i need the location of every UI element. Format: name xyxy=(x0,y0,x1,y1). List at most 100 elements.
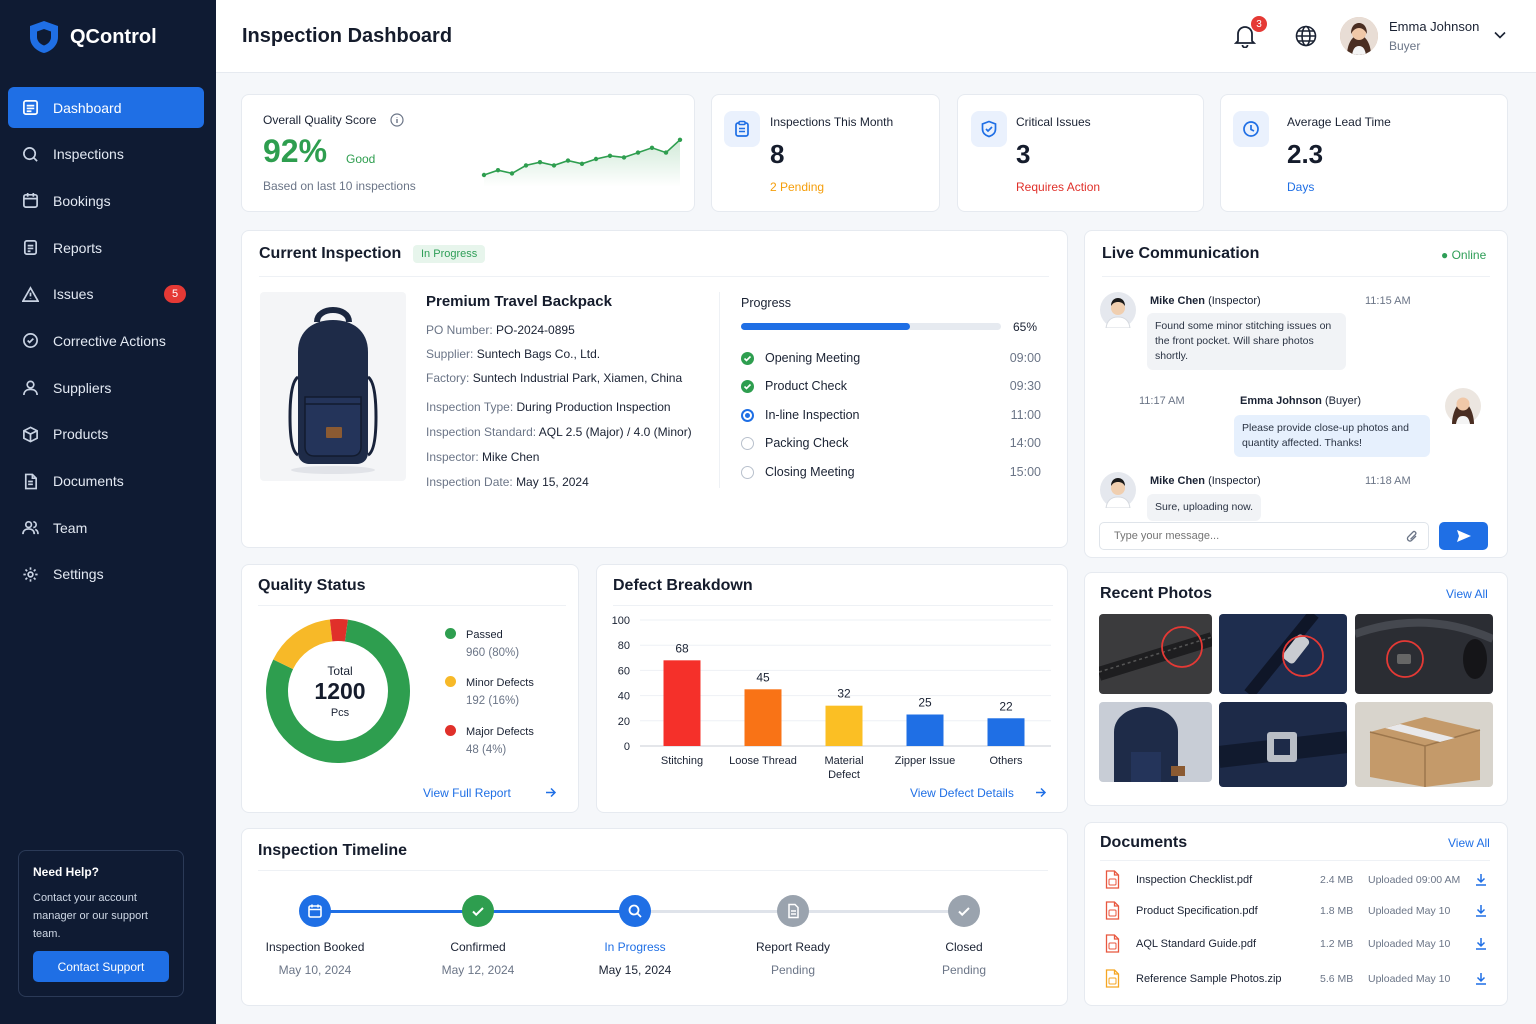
photo-zipper[interactable] xyxy=(1219,614,1347,694)
product-image xyxy=(260,292,406,481)
sparkline-point xyxy=(593,156,599,162)
document-name[interactable]: AQL Standard Guide.pdf xyxy=(1136,938,1257,950)
sidebar-item-reports[interactable]: Reports xyxy=(8,227,204,268)
detail-value: Mike Chen xyxy=(482,450,540,464)
sidebar-item-suppliers[interactable]: Suppliers xyxy=(8,367,204,408)
photo-backpack[interactable] xyxy=(1099,702,1212,782)
online-status: ● Online xyxy=(1441,248,1486,262)
bar-zipper-issue xyxy=(906,714,944,746)
report-icon xyxy=(23,240,38,256)
sidebar-item-label: Corrective Actions xyxy=(53,332,166,349)
donut-slice-minor-defects xyxy=(273,619,333,670)
sidebar-item-label: Reports xyxy=(53,239,103,256)
step-label: Packing Check xyxy=(765,436,849,450)
detail-value: PO-2024-0895 xyxy=(496,323,575,337)
info-icon[interactable] xyxy=(390,113,404,127)
inspection-detail-row: PO Number: PO-2024-0895 xyxy=(426,323,575,337)
inspector-avatar xyxy=(1100,292,1136,328)
lead-time-unit: Days xyxy=(1287,180,1315,194)
sidebar-item-inspections[interactable]: Inspections xyxy=(8,134,204,175)
document-name[interactable]: Inspection Checklist.pdf xyxy=(1136,874,1253,886)
chat-input-box xyxy=(1099,522,1429,550)
pending-step-icon xyxy=(741,436,754,450)
sidebar-item-bookings[interactable]: Bookings xyxy=(8,180,204,221)
download-icon[interactable] xyxy=(1475,937,1487,953)
lead-time-value: 2.3 xyxy=(1287,139,1324,169)
sparkline-point xyxy=(565,158,571,163)
detail-key: Inspection Date: xyxy=(426,475,513,489)
bell-icon[interactable] xyxy=(1234,24,1256,48)
bar-value-label: 22 xyxy=(999,699,1013,713)
timeline-step-label: Inspection Booked xyxy=(265,940,365,954)
globe-icon[interactable] xyxy=(1295,25,1317,47)
user-icon xyxy=(23,380,38,396)
help-text: Contact your account manager or our supp… xyxy=(33,892,148,940)
contact-support-button[interactable]: Contact Support xyxy=(33,951,169,982)
document-name[interactable]: Product Specification.pdf xyxy=(1136,905,1258,917)
logo[interactable]: QControl xyxy=(28,20,157,54)
inspection-status-badge: In Progress xyxy=(413,245,486,263)
critical-issues-value: 3 xyxy=(1016,139,1031,169)
step-label: Closing Meeting xyxy=(765,465,855,479)
timeline-step-date: Pending xyxy=(770,963,816,977)
quality-trend-sparkline xyxy=(481,137,683,187)
sidebar-item-issues[interactable]: Issues 5 xyxy=(8,274,204,315)
sidebar-item-settings[interactable]: Settings xyxy=(8,554,204,595)
arrow-right-icon[interactable] xyxy=(1035,787,1047,798)
download-icon[interactable] xyxy=(1475,873,1487,889)
send-message-button[interactable] xyxy=(1439,522,1488,550)
legend-label: Minor Defects xyxy=(466,677,534,689)
download-icon[interactable] xyxy=(1475,904,1487,920)
legend-dot-icon xyxy=(445,628,456,639)
quality-score-label: Overall Quality Score xyxy=(263,113,377,127)
sidebar-item-corrective-actions[interactable]: Corrective Actions xyxy=(8,320,204,361)
inspection-detail-row: Inspector: Mike Chen xyxy=(426,450,539,464)
paperclip-icon[interactable] xyxy=(1405,529,1419,544)
timeline-step-date: Pending xyxy=(941,963,987,977)
timeline-step-label: Report Ready xyxy=(755,940,831,954)
report-icon xyxy=(777,895,809,927)
document-row[interactable]: Inspection Checklist.pdf 2.4 MB Uploaded 0… xyxy=(1100,870,1492,890)
product-name: Premium Travel Backpack xyxy=(426,293,612,310)
progress-label: Progress xyxy=(741,296,792,310)
legend-value: 960 (80%) xyxy=(466,647,520,659)
detail-key: PO Number: xyxy=(426,323,493,337)
active-step-icon xyxy=(741,408,754,422)
arrow-right-icon[interactable] xyxy=(545,787,557,798)
sidebar-item-documents[interactable]: Documents xyxy=(8,461,204,502)
user-avatar[interactable] xyxy=(1340,17,1378,55)
view-full-report-link[interactable]: View Full Report xyxy=(423,786,511,800)
documents-title: Documents xyxy=(1100,834,1188,851)
documents-view-all-link[interactable]: View All xyxy=(1448,836,1490,850)
view-defect-details-link[interactable]: View Defect Details xyxy=(910,786,1014,800)
document-row[interactable]: Product Specification.pdf 1.8 MB Uploaded … xyxy=(1100,901,1492,921)
sidebar-item-products[interactable]: Products xyxy=(8,414,204,455)
calendar-icon xyxy=(23,193,38,209)
photo-stitching[interactable] xyxy=(1099,614,1212,694)
legend-item: Major Defects xyxy=(445,725,534,738)
divider xyxy=(258,870,1048,871)
legend-label: Passed xyxy=(466,629,503,641)
sidebar-nav: Dashboard Inspections Bookings Reports I… xyxy=(8,87,204,601)
photos-view-all-link[interactable]: View All xyxy=(1446,587,1488,601)
sidebar-item-team[interactable]: Team xyxy=(8,507,204,548)
sidebar-item-dashboard[interactable]: Dashboard xyxy=(8,87,204,128)
step-label: Opening Meeting xyxy=(765,351,861,365)
download-icon[interactable] xyxy=(1475,972,1487,988)
photo-buckle[interactable] xyxy=(1219,702,1347,787)
photo-carton[interactable] xyxy=(1355,702,1493,787)
chevron-down-icon[interactable] xyxy=(1494,31,1506,39)
sidebar-item-label: Suppliers xyxy=(53,379,112,396)
step-time: 11:00 xyxy=(1010,408,1041,422)
document-row[interactable]: AQL Standard Guide.pdf 1.2 MB Uploaded May… xyxy=(1100,934,1492,954)
chat-message-input[interactable] xyxy=(1100,523,1400,549)
detail-key: Supplier: xyxy=(426,347,474,361)
document-name[interactable]: Reference Sample Photos.zip xyxy=(1136,973,1282,985)
check-icon xyxy=(948,895,980,927)
chat-message: Sure, uploading now. xyxy=(1147,494,1262,521)
issues-count-badge: 5 xyxy=(164,285,186,304)
warning-icon xyxy=(22,285,39,302)
document-row[interactable]: Reference Sample Photos.zip 5.6 MB Uploade… xyxy=(1100,969,1492,989)
photo-pocket[interactable] xyxy=(1355,614,1493,694)
legend-value: 192 (16%) xyxy=(466,695,520,707)
